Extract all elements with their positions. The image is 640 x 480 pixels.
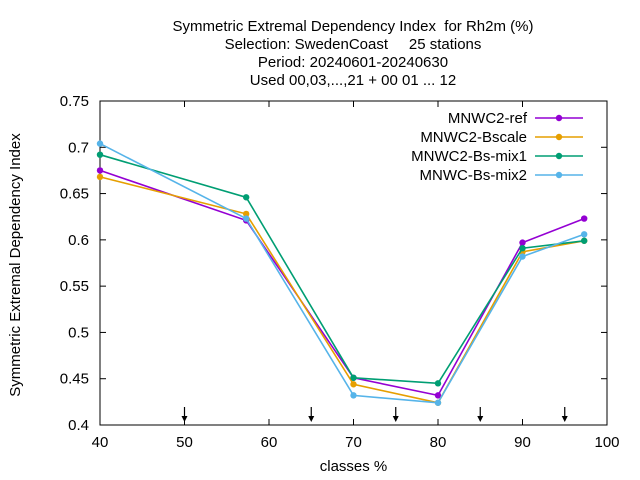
- data-point: [434, 399, 442, 406]
- legend: MNWC2-ref MNWC2-Bscale MNWC2-Bs-mix1 MNWC-B…: [411, 110, 583, 184]
- chart-title: Symmetric Extremal Dependency Index for …: [173, 18, 534, 89]
- legend-label: MNWC-Bs-mix2: [420, 167, 527, 184]
- y-tick-label: 0.4: [68, 417, 89, 434]
- class-arrow-marks: [181, 407, 568, 422]
- x-tick-label: 90: [514, 434, 531, 451]
- legend-label: MNWC2-ref: [448, 110, 528, 127]
- series-line-2: [99, 153, 585, 385]
- x-tick-label: 40: [92, 434, 109, 451]
- class-arrow-head: [308, 416, 315, 422]
- title-line-0: Symmetric Extremal Dependency Index for …: [173, 18, 534, 35]
- data-point: [96, 151, 104, 158]
- legend-marker: [555, 171, 563, 179]
- legend-marker: [555, 133, 563, 141]
- legend-marker: [555, 114, 563, 122]
- data-point: [580, 237, 588, 244]
- x-tick-label: 80: [430, 434, 447, 451]
- data-point: [96, 167, 104, 174]
- y-axis: 0.4 0.45 0.5 0.55 0.6 0.65 0.7 0.75: [60, 93, 607, 434]
- data-point: [580, 215, 588, 222]
- y-tick-label: 0.6: [68, 232, 89, 249]
- x-tick-label: 60: [261, 434, 278, 451]
- data-point: [242, 215, 250, 222]
- data-point: [96, 173, 104, 181]
- class-arrow-head: [181, 416, 188, 422]
- data-point: [434, 392, 442, 399]
- data-point: [350, 381, 357, 388]
- legend-label: MNWC2-Bscale: [420, 129, 527, 146]
- y-tick-label: 0.5: [68, 324, 89, 341]
- data-point: [580, 231, 588, 238]
- x-tick-label: 50: [176, 434, 193, 451]
- data-point: [242, 194, 250, 201]
- x-tick-label: 70: [345, 434, 362, 451]
- data-point: [519, 253, 526, 260]
- x-axis-label: classes %: [320, 458, 388, 475]
- legend-label: MNWC2-Bs-mix1: [411, 148, 527, 165]
- y-tick-label: 0.65: [60, 186, 89, 203]
- class-arrow-head: [392, 416, 399, 422]
- data-point: [519, 244, 526, 252]
- series-line-0: [99, 169, 585, 397]
- x-axis: 40 50 60 70 80 90 100: [92, 101, 620, 451]
- class-arrow-head: [561, 416, 568, 422]
- data-point: [96, 140, 104, 147]
- series-line-3: [99, 142, 585, 404]
- y-tick-label: 0.45: [60, 371, 89, 388]
- data-point: [350, 392, 357, 399]
- title-line-2: Period: 20240601-20240630: [258, 54, 448, 71]
- y-tick-label: 0.55: [60, 278, 89, 295]
- class-arrow-head: [477, 416, 484, 422]
- y-tick-label: 0.7: [68, 139, 89, 156]
- series-lines: [96, 140, 588, 406]
- x-tick-label: 100: [594, 434, 619, 451]
- series-line-1: [99, 176, 585, 404]
- title-line-1: Selection: SwedenCoast 25 stations: [225, 36, 482, 53]
- y-tick-label: 0.75: [60, 93, 89, 110]
- title-line-3: Used 00,03,...,21 + 00 01 ... 12: [250, 72, 456, 89]
- data-point: [519, 239, 526, 246]
- legend-marker: [555, 152, 563, 160]
- data-point: [350, 374, 357, 381]
- data-point: [242, 210, 250, 218]
- y-axis-label: Symmetric Extremal Dependency Index: [7, 133, 24, 397]
- data-point: [434, 380, 442, 387]
